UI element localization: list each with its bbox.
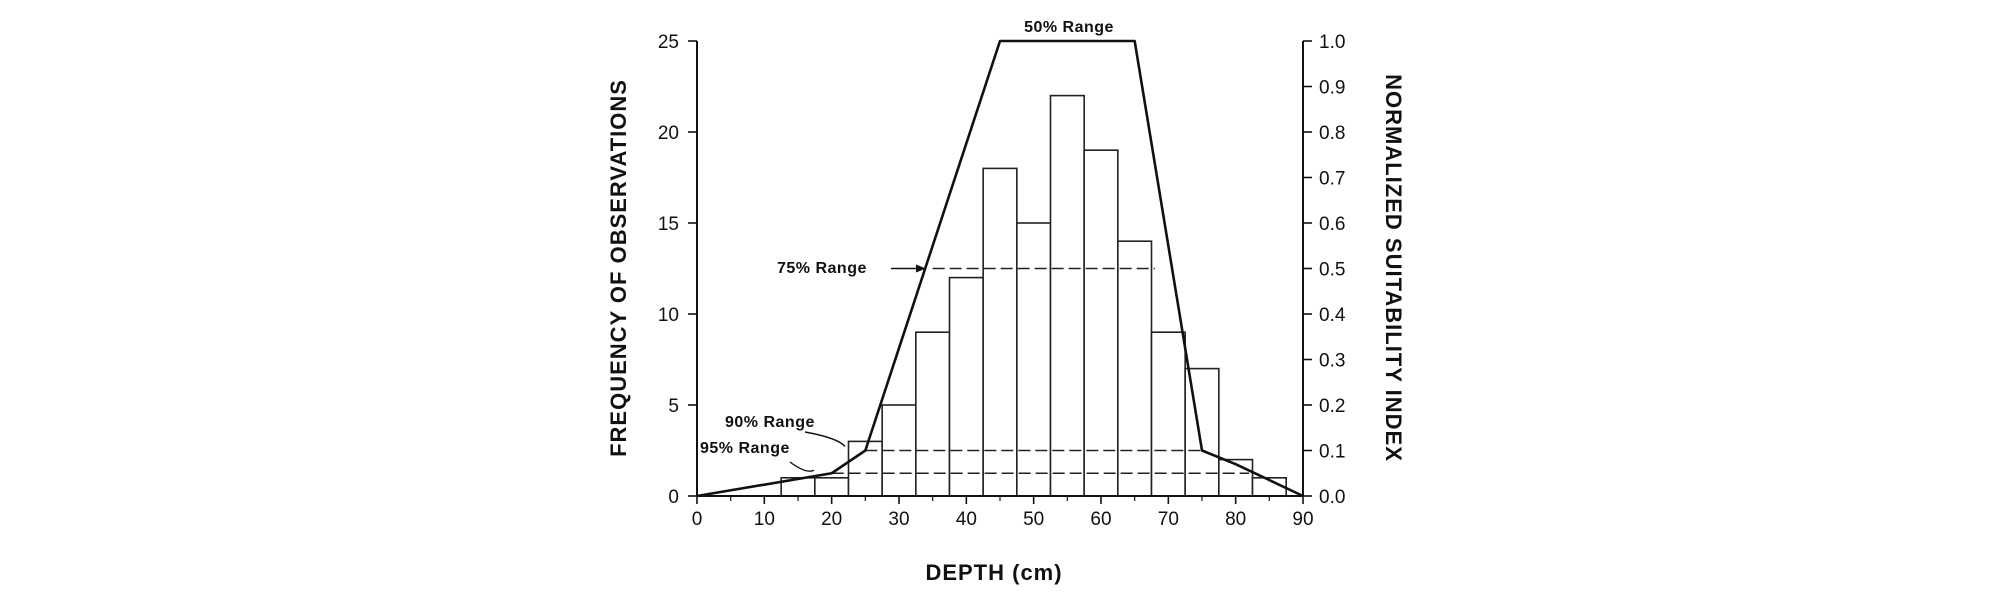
x-tick-label: 90: [1292, 509, 1313, 530]
y-left-tick-label: 5: [668, 396, 679, 417]
x-tick-label: 80: [1225, 509, 1246, 530]
y-right-tick-label: 0.0: [1319, 487, 1345, 508]
y-left-tick-label: 25: [658, 32, 679, 53]
y-right-tick-label: 0.5: [1319, 260, 1345, 281]
histogram-bar: [1184, 367, 1220, 497]
x-tick-label: 60: [1090, 509, 1111, 530]
range-label-50: 50% Range: [1024, 19, 1114, 36]
axes: 0 10 20 30 40 50 60 70 80 90 0 5 10 15 20 25 0.0 0.1 0.2 0.…: [658, 32, 1346, 530]
histogram-bar: [982, 167, 1018, 497]
y-left-tick-label: 15: [658, 214, 679, 235]
x-tick-label: 30: [888, 509, 909, 530]
y-right-tick-label: 0.4: [1319, 305, 1346, 326]
x-tick-label: 20: [821, 509, 842, 530]
y-left-tick-label: 10: [658, 305, 679, 326]
range-label-75: 75% Range: [777, 260, 867, 277]
range-lines: 50% Range 75% Range 90% Range 95% Range: [700, 19, 1250, 474]
y-right-tick-label: 1.0: [1319, 32, 1345, 53]
x-tick-label: 40: [956, 509, 977, 530]
axis-labels: DEPTH (cm) FREQUENCY OF OBSERVATIONS NOR…: [606, 74, 1406, 585]
suitability-curve: [696, 39, 1304, 498]
histogram-bar: [1016, 222, 1052, 497]
histogram-bar: [1083, 149, 1119, 497]
histogram-bar: [1117, 240, 1153, 497]
y-left-tick-label: 20: [658, 123, 679, 144]
y-left-tick-label: 0: [668, 487, 679, 508]
x-tick-label: 70: [1158, 509, 1179, 530]
y-right-tick-label: 0.3: [1319, 351, 1345, 372]
x-tick-label: 50: [1023, 509, 1044, 530]
y-right-axis-title: NORMALIZED SUITABILITY INDEX: [1381, 74, 1406, 462]
y-right-tick-label: 0.8: [1319, 123, 1345, 144]
histogram-bar: [1049, 94, 1085, 497]
x-tick-label: 0: [692, 509, 703, 530]
y-right-tick-label: 0.1: [1319, 442, 1345, 463]
histogram-bar: [1218, 458, 1254, 497]
range-arrow-95: [789, 461, 815, 472]
y-right-tick-label: 0.2: [1319, 396, 1345, 417]
range-arrowhead-75: [916, 264, 926, 273]
range-label-90: 90% Range: [725, 414, 815, 431]
histogram-bar: [948, 276, 984, 497]
histogram-bar: [814, 476, 850, 497]
range-arrow-90: [804, 431, 846, 447]
x-tick-label: 10: [754, 509, 775, 530]
suitability-curve-layer: [696, 39, 1304, 498]
histogram-bar: [915, 331, 951, 497]
histogram-bars: [780, 94, 1287, 497]
y-right-tick-label: 0.9: [1319, 78, 1345, 99]
x-axis-title: DEPTH (cm): [925, 560, 1062, 585]
y-right-tick-label: 0.6: [1319, 214, 1345, 235]
y-right-tick-label: 0.7: [1319, 169, 1345, 190]
histogram-bar: [1150, 331, 1186, 497]
y-left-axis-title: FREQUENCY OF OBSERVATIONS: [606, 79, 631, 457]
range-label-95: 95% Range: [700, 440, 790, 457]
